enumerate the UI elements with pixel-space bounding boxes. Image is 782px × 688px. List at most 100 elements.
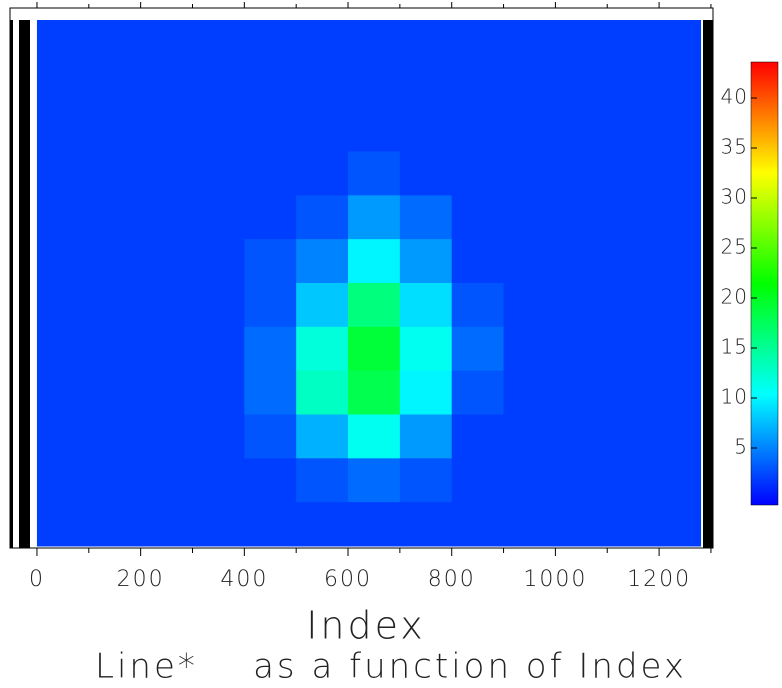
heatmap-cell: [88, 63, 142, 109]
heatmap-cell: [503, 502, 556, 547]
heatmap-cell: [88, 414, 142, 459]
heatmap-cell: [399, 195, 453, 240]
heatmap-cell: [348, 414, 401, 459]
heatmap-cell: [88, 20, 142, 65]
heatmap-cell: [555, 326, 608, 372]
heatmap-cell: [399, 414, 453, 459]
x-tick-label: 800: [428, 567, 476, 592]
heatmap-cell: [88, 151, 142, 196]
heatmap-cell: [296, 283, 349, 328]
heatmap-cell: [555, 63, 608, 109]
heatmap-cell: [607, 458, 660, 503]
heatmap-cell: [399, 20, 453, 65]
heatmap-cell: [36, 107, 90, 152]
heatmap-cell: [659, 414, 702, 459]
heatmap-cell: [348, 63, 401, 109]
heatmap-cell: [192, 414, 245, 459]
edge-bar: [19, 20, 30, 548]
heatmap-cell: [451, 20, 505, 65]
heatmap-cell: [192, 283, 245, 328]
heatmap-cell: [88, 283, 142, 328]
heatmap-cell: [348, 283, 401, 328]
heatmap-cell: [399, 502, 453, 547]
heatmap-cell: [296, 326, 349, 372]
heatmap-cell: [296, 107, 349, 152]
heatmap-cell: [659, 370, 702, 415]
heatmap-cell: [36, 326, 90, 372]
heatmap-cell: [296, 458, 349, 503]
heatmap-cell: [451, 195, 505, 240]
heatmap-cell: [88, 107, 142, 152]
heatmap-cell: [451, 414, 505, 459]
heatmap-cell: [503, 326, 556, 372]
heatmap-cell: [296, 195, 349, 240]
heatmap-cell: [140, 107, 193, 152]
heatmap-cell: [244, 370, 297, 415]
colorbar-tick-label: 35: [721, 135, 748, 159]
x-tick-label: 0: [29, 567, 45, 592]
heatmap-cell: [659, 151, 702, 196]
heatmap-cell: [36, 414, 90, 459]
heatmap-cell: [451, 502, 505, 547]
heatmap-cell: [607, 326, 660, 372]
heatmap-cell: [140, 283, 193, 328]
heatmap-cell: [555, 502, 608, 547]
heatmap-cell: [503, 107, 556, 152]
heatmap-cell: [503, 151, 556, 196]
heatmap-cell: [607, 283, 660, 328]
heatmap-cell: [659, 63, 702, 109]
heatmap-cell: [140, 195, 193, 240]
heatmap-cell: [503, 370, 556, 415]
heatmap-cell: [451, 370, 505, 415]
heatmap-cell: [607, 239, 660, 284]
heatmap-cell: [244, 20, 297, 65]
heatmap-cell: [140, 151, 193, 196]
heatmap-cell: [399, 458, 453, 503]
heatmap-cell: [36, 63, 90, 109]
heatmap-cell: [140, 326, 193, 372]
heatmap-cell: [451, 458, 505, 503]
heatmap-cell: [607, 195, 660, 240]
heatmap-cell: [140, 370, 193, 415]
colorbar: [750, 61, 779, 506]
colorbar-tick-label: 5: [734, 435, 748, 459]
heatmap-cell: [348, 107, 401, 152]
heatmap-cell: [140, 63, 193, 109]
heatmap-cell: [555, 370, 608, 415]
heatmap-cell: [244, 326, 297, 372]
heatmap-cell: [244, 414, 297, 459]
x-tick-label: 1200: [627, 567, 691, 592]
heatmap-cell: [659, 20, 702, 65]
heatmap-cell: [140, 502, 193, 547]
heatmap-cell: [88, 502, 142, 547]
heatmap-cell: [503, 195, 556, 240]
heatmap-cell: [659, 458, 702, 503]
heatmap-cell: [348, 502, 401, 547]
heatmap-cell: [503, 63, 556, 109]
heatmap-cell: [348, 326, 401, 372]
heatmap-cell: [88, 195, 142, 240]
heatmap-cell: [451, 326, 505, 372]
heatmap-cell: [192, 151, 245, 196]
heatmap-cell: [296, 414, 349, 459]
heatmap-cell: [399, 326, 453, 372]
heatmap-cell: [140, 414, 193, 459]
heatmap-cell: [607, 151, 660, 196]
heatmap-cell: [192, 326, 245, 372]
heatmap-cell: [348, 195, 401, 240]
heatmap-cell: [451, 107, 505, 152]
heatmap-cell: [451, 283, 505, 328]
heatmap-cell: [192, 107, 245, 152]
heatmap-cell: [555, 195, 608, 240]
heatmap-cell: [36, 195, 90, 240]
heatmap-cell: [555, 107, 608, 152]
heatmap-cell: [348, 151, 401, 196]
heatmap-cell: [348, 458, 401, 503]
heatmap-cell: [659, 239, 702, 284]
edge-bar: [10, 20, 13, 548]
heatmap-cell: [88, 370, 142, 415]
heatmap-cell: [88, 326, 142, 372]
heatmap-cell: [555, 239, 608, 284]
heatmap-cell: [88, 239, 142, 284]
heatmap-cell: [555, 458, 608, 503]
